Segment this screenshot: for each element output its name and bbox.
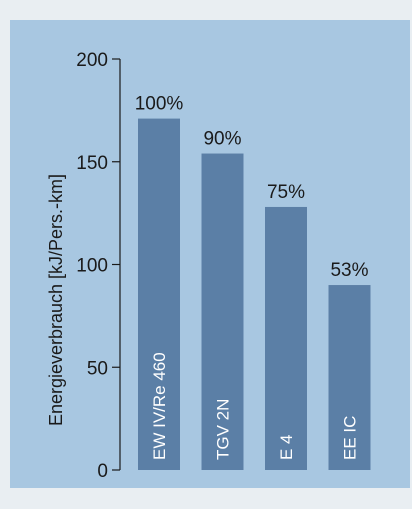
page-margin <box>10 488 410 509</box>
y-axis: 0 50 100 150 200 <box>76 50 121 482</box>
data-label: 100% <box>135 94 184 115</box>
category-label: E 4 <box>277 434 296 460</box>
data-label: 75% <box>267 182 305 203</box>
category-label: TGV 2N <box>214 399 233 460</box>
bar <box>201 153 244 470</box>
data-label: 53% <box>330 260 368 281</box>
y-tick-label: 0 <box>97 461 108 482</box>
bar <box>138 118 180 470</box>
y-tick-label: 150 <box>76 153 108 174</box>
bar <box>265 206 307 470</box>
y-tick-label: 50 <box>87 358 108 379</box>
bars-group: 100% EW IV/Re 460 90% TGV 2N 75% E 4 53% EE IC <box>135 94 371 470</box>
bar <box>328 285 371 470</box>
category-label: EW IV/Re 460 <box>150 352 169 460</box>
category-label: EE IC <box>341 416 360 460</box>
y-tick-label: 100 <box>76 256 108 277</box>
y-tick-label: 200 <box>76 50 108 71</box>
y-axis-label: Energieverbrauch [kJ/Pers.-km] <box>46 174 66 426</box>
data-label: 90% <box>203 129 241 150</box>
